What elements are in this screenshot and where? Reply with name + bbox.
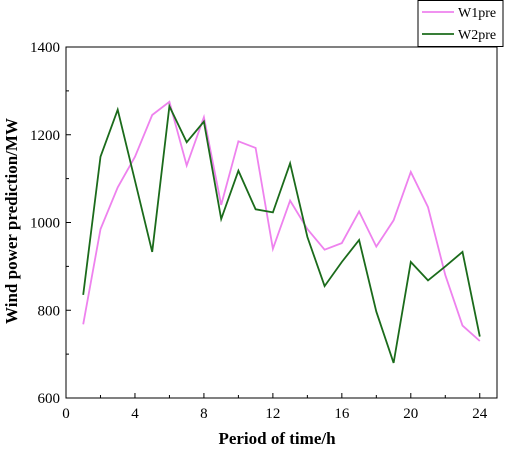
x-tick-label: 12 — [265, 406, 280, 422]
x-tick-label: 4 — [131, 406, 139, 422]
x-axis: 0 4 8 12 16 20 24 — [62, 393, 488, 422]
y-tick-label: 800 — [38, 303, 61, 319]
x-tick-label: 8 — [200, 406, 208, 422]
x-tick-label: 24 — [472, 406, 488, 422]
y-axis-title: Wind power prediction/MW — [2, 118, 21, 324]
series-line-w1pre — [82, 100, 481, 342]
legend: W1pre W2pre — [417, 0, 504, 47]
y-tick-label: 1000 — [30, 216, 60, 232]
legend-label-w2pre: W2pre — [458, 28, 496, 43]
y-axis: 600 800 1000 1200 1400 — [30, 40, 71, 407]
series-layer — [82, 100, 481, 364]
x-tick-label: 0 — [62, 406, 70, 422]
y-tick-label: 1400 — [30, 40, 60, 56]
x-tick-label: 20 — [403, 406, 418, 422]
y-tick-label: 600 — [38, 391, 61, 407]
legend-box — [417, 0, 504, 47]
x-axis-title: Period of time/h — [218, 429, 336, 448]
series-line-w2pre — [82, 103, 481, 364]
x-tick-label: 16 — [334, 406, 350, 422]
legend-label-w1pre: W1pre — [458, 6, 496, 21]
y-tick-label: 1200 — [30, 128, 60, 144]
